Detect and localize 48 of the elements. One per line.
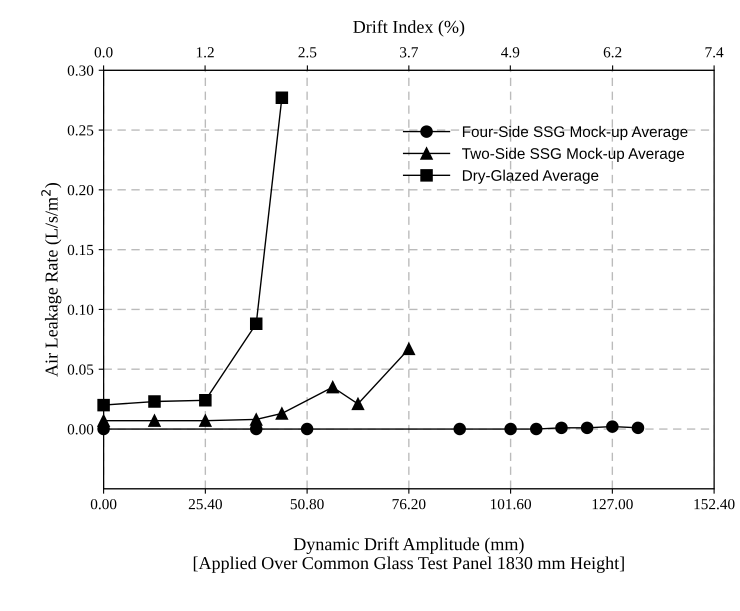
y-axis-title: Air Leakage Rate (L/s/m$^{2}$) (41, 183, 62, 377)
point (352, 398, 364, 410)
x-tick-label: 25.40 (188, 498, 222, 510)
y-tick-label: 0.20 (68, 184, 94, 196)
point (453, 422, 466, 436)
x-axis-title: Dynamic Drift Amplitude (mm) [Applied Over Common Glass Test Panel 1830 mm Height] (194, 537, 624, 573)
x-tick-label: 101.60 (490, 498, 532, 510)
point (97, 414, 110, 427)
x2-tick-label: 3.7 (400, 47, 418, 58)
point (199, 414, 212, 427)
point (276, 92, 288, 104)
point (326, 380, 339, 394)
y-tick-label: 0.00 (68, 424, 94, 435)
point (276, 407, 288, 420)
point (530, 422, 542, 436)
point (555, 422, 568, 434)
x2-tick-label: 2.5 (298, 47, 316, 58)
x-tick-label: 50.80 (290, 498, 324, 510)
y-tick-label: 0.15 (68, 244, 94, 256)
y-tick-label: 0.10 (68, 304, 94, 315)
point (402, 342, 416, 356)
legend-label: Two-Side SSG Mock-up Average (462, 148, 684, 162)
point (97, 398, 110, 412)
x2-tick-label: 6.2 (604, 47, 622, 58)
point (632, 422, 644, 434)
x2-tick-label: 0.0 (94, 47, 113, 58)
point (250, 413, 262, 426)
legend-label: Dry-Glazed Average (462, 170, 598, 184)
x2-tick-label: 7.4 (706, 47, 724, 58)
x-tick-label: 127.00 (592, 498, 633, 510)
point (300, 422, 314, 436)
x2-tick-label: 4.9 (501, 47, 520, 58)
point (199, 394, 212, 407)
point (250, 318, 262, 330)
point (148, 395, 161, 408)
x-tick-label: 76.20 (392, 498, 426, 510)
point (148, 414, 161, 427)
x2-tick-label: 1.2 (196, 47, 214, 58)
point (606, 420, 619, 433)
point (580, 422, 594, 434)
y-tick-label: 0.30 (68, 65, 94, 76)
y-tick-label: 0.05 (68, 364, 94, 375)
x2-axis-title: Drift Index (%) (353, 20, 464, 37)
point (504, 422, 517, 436)
x-tick-label: 0.00 (90, 498, 116, 510)
y-tick-label: 0.25 (68, 125, 94, 136)
x-tick-label: 152.40 (694, 498, 735, 510)
legend-label: Four-Side SSG Mock-up Average (462, 126, 688, 140)
